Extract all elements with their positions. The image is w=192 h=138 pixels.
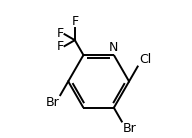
Text: Br: Br bbox=[46, 96, 60, 109]
Text: F: F bbox=[57, 27, 64, 40]
Text: N: N bbox=[109, 41, 118, 54]
Text: Cl: Cl bbox=[139, 53, 151, 66]
Text: Br: Br bbox=[122, 122, 136, 135]
Text: F: F bbox=[57, 40, 64, 53]
Text: F: F bbox=[71, 15, 78, 28]
